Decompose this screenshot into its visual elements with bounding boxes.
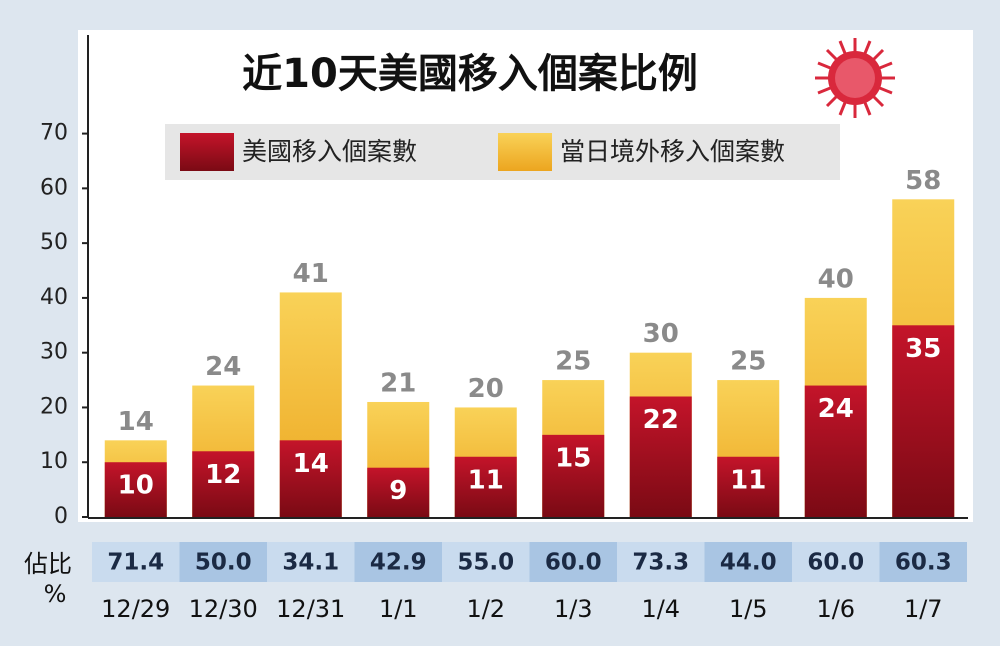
us-label: 11 (468, 465, 504, 495)
y-tick-label: 20 (40, 394, 68, 419)
ratio-cell (92, 542, 180, 582)
bar (629, 396, 692, 517)
ratio-cell (617, 542, 705, 582)
ratio-value: 50.0 (195, 550, 252, 576)
us-label: 24 (818, 394, 854, 424)
bar (717, 456, 780, 517)
ratio-value: 55.0 (457, 550, 514, 576)
x-tick-label: 1/1 (379, 595, 418, 623)
ratio-label: 佔比 (24, 550, 72, 578)
x-tick-label: 1/2 (466, 595, 505, 623)
ratio-cell (879, 542, 967, 582)
x-tick-label: 12/31 (276, 595, 345, 623)
y-tick-label: 10 (40, 449, 68, 474)
ratio-cell (354, 542, 442, 582)
ratio-cell (179, 542, 267, 582)
legend-swatch (498, 133, 552, 171)
total-label: 58 (905, 166, 941, 196)
ratio-value: 42.9 (370, 550, 427, 576)
ratio-value: 60.0 (807, 550, 864, 576)
y-tick-label: 40 (40, 285, 68, 310)
x-tick-label: 12/30 (189, 595, 258, 623)
us-label: 9 (389, 476, 407, 506)
x-tick-label: 1/6 (816, 595, 855, 623)
x-tick-label: 1/4 (641, 595, 680, 623)
bar (279, 440, 342, 517)
ratio-cell (704, 542, 792, 582)
ratio-label: % (44, 580, 67, 608)
bar (804, 385, 867, 517)
bar (104, 462, 167, 517)
legend-label: 美國移入個案數 (242, 137, 417, 166)
y-tick-label: 30 (40, 340, 68, 365)
total-label: 21 (380, 368, 416, 398)
bar (542, 434, 605, 517)
y-tick-label: 0 (54, 504, 68, 529)
us-label: 10 (118, 471, 154, 501)
ratio-value: 71.4 (107, 550, 164, 576)
total-label: 14 (118, 407, 154, 437)
chart-title: 近10天美國移入個案比例 (242, 51, 698, 97)
total-label: 20 (468, 374, 504, 404)
y-tick-label: 50 (40, 230, 68, 255)
bar (192, 451, 255, 517)
total-label: 41 (293, 259, 329, 289)
legend-label: 當日境外移入個案數 (560, 137, 785, 166)
ratio-value: 60.0 (545, 550, 602, 576)
total-label: 25 (555, 347, 591, 377)
x-tick-label: 12/29 (101, 595, 170, 623)
y-tick-label: 60 (40, 175, 68, 200)
y-tick-label: 70 (40, 121, 68, 146)
total-label: 25 (730, 347, 766, 377)
us-label: 15 (555, 443, 591, 473)
ratio-value: 44.0 (720, 550, 777, 576)
us-label: 12 (205, 460, 241, 490)
bar (892, 325, 955, 517)
legend-swatch (180, 133, 234, 171)
us-label: 35 (905, 334, 941, 364)
bar (454, 456, 517, 517)
us-label: 11 (730, 465, 766, 495)
bar (367, 467, 430, 517)
total-label: 24 (205, 352, 241, 382)
ratio-value: 60.3 (895, 550, 952, 576)
ratio-cell (442, 542, 530, 582)
total-label: 40 (818, 264, 854, 294)
x-tick-label: 1/3 (554, 595, 593, 623)
us-label: 22 (643, 405, 679, 435)
ratio-cell (267, 542, 355, 582)
ratio-cell (792, 542, 880, 582)
x-tick-label: 1/5 (729, 595, 768, 623)
us-label: 14 (293, 449, 329, 479)
ratio-value: 34.1 (282, 550, 339, 576)
x-tick-label: 1/7 (904, 595, 943, 623)
virus-icon (815, 38, 895, 118)
ratio-cell (529, 542, 617, 582)
ratio-value: 73.3 (632, 550, 689, 576)
total-label: 30 (643, 319, 679, 349)
